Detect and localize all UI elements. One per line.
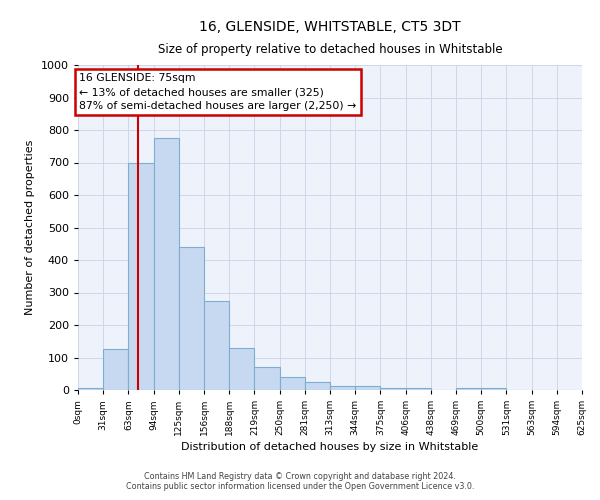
Bar: [78, 388, 103, 390]
Bar: [229, 348, 254, 390]
Bar: [254, 367, 280, 390]
Text: 16 GLENSIDE: 75sqm
← 13% of detached houses are smaller (325)
87% of semi-detach: 16 GLENSIDE: 75sqm ← 13% of detached hou…: [79, 73, 356, 111]
Bar: [179, 247, 204, 390]
Bar: [154, 138, 179, 390]
Bar: [456, 388, 481, 390]
X-axis label: Distribution of detached houses by size in Whitstable: Distribution of detached houses by size …: [181, 442, 479, 452]
Bar: [355, 386, 380, 390]
Bar: [330, 386, 355, 390]
Text: Contains HM Land Registry data © Crown copyright and database right 2024.: Contains HM Land Registry data © Crown c…: [144, 472, 456, 481]
Y-axis label: Number of detached properties: Number of detached properties: [25, 140, 35, 315]
Bar: [406, 388, 431, 390]
Bar: [305, 382, 330, 390]
Text: Contains public sector information licensed under the Open Government Licence v3: Contains public sector information licen…: [126, 482, 474, 491]
Text: Size of property relative to detached houses in Whitstable: Size of property relative to detached ho…: [158, 42, 502, 56]
Bar: [128, 162, 154, 390]
Bar: [204, 300, 229, 390]
Bar: [481, 388, 506, 390]
Text: 16, GLENSIDE, WHITSTABLE, CT5 3DT: 16, GLENSIDE, WHITSTABLE, CT5 3DT: [199, 20, 461, 34]
Bar: [103, 348, 128, 390]
Bar: [380, 388, 406, 390]
Bar: [280, 377, 305, 390]
